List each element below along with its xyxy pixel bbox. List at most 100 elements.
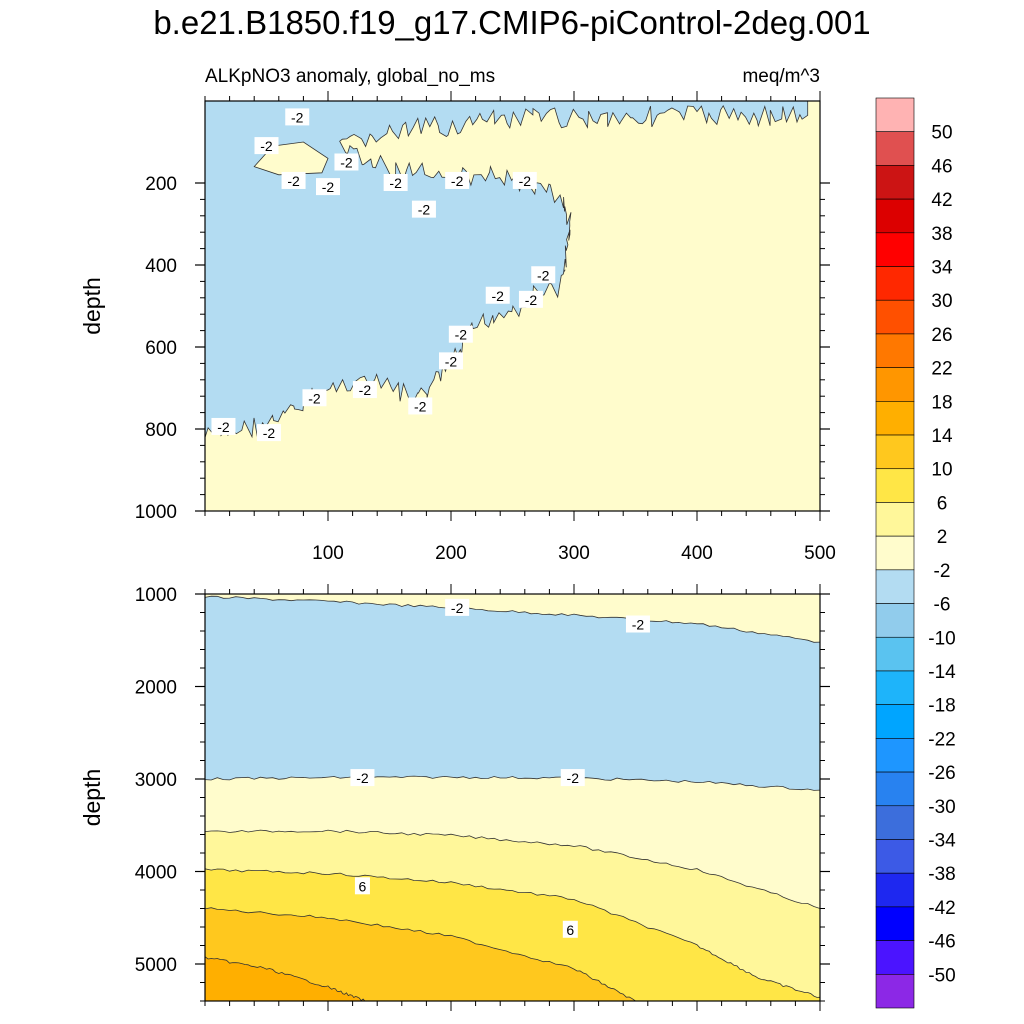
x-tick-label: 400	[681, 543, 713, 564]
contour-label: -2	[263, 425, 276, 441]
contour-label-bg	[625, 615, 650, 633]
contour-label-bg	[352, 381, 377, 399]
colorbar-label: 30	[931, 291, 952, 312]
contour-label: -2	[356, 770, 369, 786]
colorbar-label: -34	[928, 830, 956, 851]
contour-label: -2	[340, 155, 353, 171]
contour-label: -2	[492, 288, 505, 304]
contour-label-bg	[316, 178, 340, 196]
colorbar-label: 46	[931, 156, 952, 177]
contour-line	[205, 775, 820, 791]
colorbar-label: -26	[928, 763, 955, 784]
contour-label-bg	[448, 325, 473, 343]
upper-panel: -2 -2 -2 -2 -2 -2 -2 -2 -2 -2 -2 -2 -2 -2 -2 -2 -2 -2 -2 20…	[79, 91, 836, 564]
contour-label: -2	[260, 138, 273, 154]
y-tick-label: 200	[145, 174, 177, 195]
x-tick-label: 500	[804, 543, 836, 564]
colorbar-label: -46	[928, 932, 955, 953]
colorbar-swatch	[875, 603, 915, 638]
anomaly-14-to-18-fill	[205, 956, 365, 1001]
y-tick-label: 400	[145, 256, 177, 277]
contour-label: -2	[525, 292, 538, 308]
colorbar-label: 18	[931, 392, 952, 413]
colorbar-label: 38	[931, 224, 952, 245]
contour-label: -2	[451, 600, 464, 616]
contour-label: -2	[322, 179, 335, 195]
colorbar-swatch	[875, 401, 915, 436]
y-tick-label: 600	[145, 338, 177, 359]
contour-label-bg	[383, 174, 408, 191]
colorbar-label: -18	[928, 696, 955, 717]
contour-label: -2	[632, 617, 645, 633]
colorbar-swatch	[875, 468, 915, 503]
contour-label: -2	[451, 173, 464, 189]
lower-panel: -2 -2 -2 -2 6 6 1000 2000 3000 4000 5000 depth	[79, 584, 830, 1011]
contour-label: 6	[359, 878, 367, 894]
contour-label: -2	[359, 382, 372, 398]
colorbar-label: -42	[928, 898, 955, 919]
colorbar-swatch	[875, 940, 915, 975]
colorbar-swatch	[875, 434, 915, 470]
lower-fills	[205, 594, 820, 1001]
colorbar-swatch	[875, 738, 915, 773]
contour-line	[205, 595, 820, 643]
colorbar-swatch	[875, 97, 915, 133]
colorbar-label: 22	[931, 359, 952, 380]
contour-label: -2	[217, 419, 230, 435]
colorbar-swatch	[875, 198, 915, 234]
y-tick-label: 5000	[135, 955, 177, 976]
x-tick-label: 200	[435, 543, 467, 564]
colorbar-swatch	[875, 502, 915, 537]
contour-label: -2	[414, 398, 427, 414]
contour-line	[205, 907, 636, 1001]
colorbar: 50 46 42 38 34 30 26 22 18 14 10 6 2 -2 -6 -10 -14 -18 -22…	[875, 97, 956, 1009]
colorbar-swatch	[875, 333, 915, 368]
contour-label: -2	[287, 173, 300, 189]
contour-label-bg	[254, 137, 279, 155]
y-tick-label: 800	[145, 420, 177, 441]
colorbar-label: -38	[928, 864, 955, 885]
contour-label-bg	[531, 266, 556, 284]
colorbar-swatch	[875, 839, 915, 874]
colorbar-label: 42	[931, 190, 952, 211]
contour-label: -2	[418, 202, 431, 218]
x-tick-label: 100	[312, 543, 344, 564]
colorbar-swatch	[875, 569, 915, 604]
y-tick-label: 4000	[135, 863, 177, 884]
negative-anomaly-band	[205, 596, 820, 791]
colorbar-swatch	[875, 165, 915, 200]
colorbar-swatch	[875, 906, 915, 941]
contour-label: 6	[566, 922, 574, 938]
plot-frame	[204, 100, 821, 512]
contour-label: -2	[537, 267, 550, 283]
y-axis-label: depth	[79, 769, 105, 827]
contour-label-bg	[439, 352, 463, 370]
contour-label-bg	[445, 171, 470, 189]
contour-label-bg	[512, 171, 537, 189]
colorbar-swatch	[875, 232, 915, 267]
colorbar-label: -50	[928, 965, 955, 986]
contour-label-bg	[411, 200, 436, 218]
colorbar-label: -2	[934, 561, 951, 582]
y-tick-label: 3000	[135, 770, 177, 791]
colorbar-label: 26	[931, 325, 952, 346]
colorbar-swatch	[875, 299, 915, 335]
colorbar-swatch	[875, 872, 915, 908]
colorbar-swatch	[875, 771, 915, 807]
contour-label-bg	[408, 397, 433, 415]
colorbar-label: -10	[928, 628, 955, 649]
colorbar-label: 34	[931, 258, 953, 279]
colorbar-swatch	[875, 266, 915, 301]
contour-label-bg	[334, 153, 359, 171]
contour-label-bg	[281, 171, 306, 189]
colorbar-label: 2	[937, 527, 948, 548]
contour-label-bg	[518, 290, 543, 308]
contour-label-bg	[485, 286, 510, 304]
contour-label-bg	[445, 598, 470, 616]
colorbar-swatch	[875, 805, 915, 840]
contour-label: -2	[567, 770, 580, 786]
colorbar-swatch	[875, 670, 915, 705]
contour-label: -2	[519, 173, 532, 189]
colorbar-label: 14	[931, 426, 953, 447]
